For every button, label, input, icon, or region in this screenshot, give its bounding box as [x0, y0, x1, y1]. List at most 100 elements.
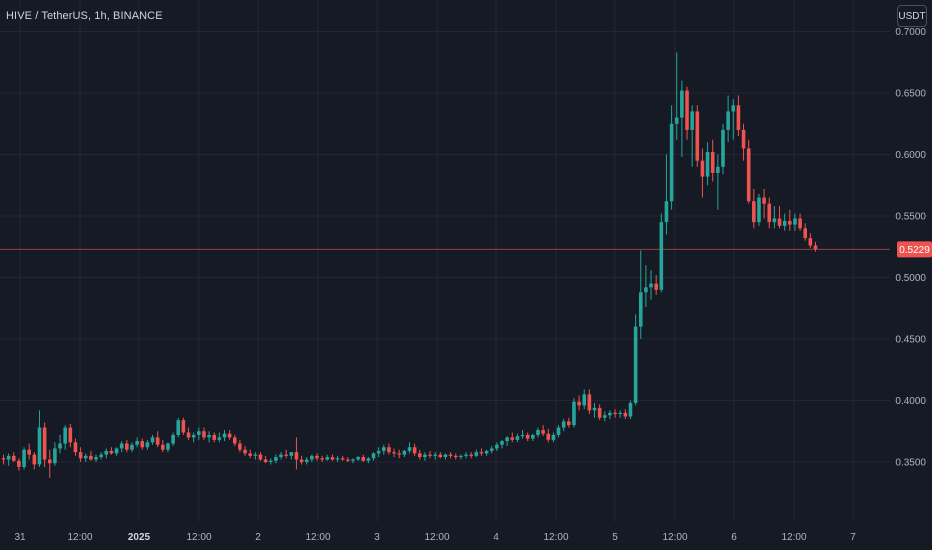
candle: [500, 439, 504, 449]
candle: [376, 447, 381, 458]
candle-body: [541, 430, 545, 434]
candle: [613, 409, 617, 418]
candle-body: [680, 90, 684, 118]
candle-body: [808, 238, 813, 246]
candle-body: [638, 292, 643, 327]
price-tick-label: 0.6500: [895, 89, 926, 100]
candle: [592, 402, 597, 418]
candle-body: [222, 433, 227, 438]
candle-body: [459, 455, 463, 458]
candle: [361, 454, 366, 462]
candle: [515, 433, 520, 443]
candle-body: [232, 437, 237, 444]
candle-body: [705, 152, 710, 177]
candle-body: [361, 457, 366, 461]
candle: [788, 209, 792, 231]
candle: [99, 452, 103, 460]
candle-body: [11, 455, 16, 461]
candle-body: [412, 447, 417, 454]
time-tick-label: 12:00: [424, 532, 449, 543]
candle-body: [582, 394, 587, 406]
candle-body: [284, 454, 288, 456]
candle: [356, 455, 360, 461]
candle: [746, 139, 751, 204]
candle-body: [186, 432, 191, 438]
candle-body: [397, 453, 402, 455]
candle-body: [618, 412, 623, 415]
time-axis[interactable]: 31 12:00 2025 12:00 2 12:00 3 12:00 4 12:00 5 12:00…: [14, 532, 856, 543]
candle: [63, 425, 67, 450]
candle-body: [608, 412, 612, 416]
candle: [561, 418, 566, 432]
candle: [387, 443, 391, 455]
candle: [125, 439, 129, 453]
currency-button[interactable]: USDT: [897, 5, 927, 27]
candle-body: [268, 460, 273, 462]
candle: [1, 454, 6, 465]
candle-body: [58, 443, 62, 449]
candle-body: [53, 448, 57, 464]
candle-body: [443, 454, 448, 458]
candle-body: [736, 105, 741, 130]
candle: [150, 434, 155, 445]
candle: [53, 442, 57, 466]
candle: [736, 95, 741, 137]
candle-body: [274, 457, 278, 461]
candle-body: [6, 455, 11, 460]
candle-body: [140, 441, 145, 448]
candle: [104, 448, 109, 459]
time-tick-label: 2025: [128, 532, 151, 543]
candle: [654, 275, 658, 295]
candle-body: [644, 287, 648, 293]
candle-body: [340, 458, 345, 460]
candle: [510, 432, 515, 443]
candle: [94, 454, 98, 462]
grid: [0, 0, 890, 522]
candle-body: [438, 454, 443, 458]
candle: [520, 430, 525, 439]
price-axis[interactable]: 0.7000 0.6500 0.6000 0.5500 0.5000 0.4500 0.40…: [895, 27, 926, 469]
price-tick-label: 0.5500: [895, 212, 926, 223]
price-tick-label: 0.4000: [895, 396, 926, 407]
time-tick-label: 3: [374, 532, 380, 543]
candle: [680, 80, 684, 157]
candle-body: [196, 431, 201, 435]
candle: [140, 438, 145, 450]
candle: [340, 455, 345, 461]
last-price-label-layer: 0.5229: [897, 241, 932, 258]
time-tick-label: 31: [14, 532, 26, 543]
candle: [27, 443, 31, 460]
candle: [433, 452, 437, 460]
candle-body: [479, 452, 484, 454]
candle: [11, 452, 16, 462]
candle-body: [351, 459, 355, 461]
candle: [443, 453, 448, 460]
candle: [382, 444, 386, 455]
candle-body: [407, 447, 412, 451]
candle: [238, 439, 242, 453]
candle-body: [520, 434, 525, 437]
candle-body: [382, 447, 386, 451]
candle: [412, 443, 417, 456]
candle: [145, 439, 150, 450]
candle-body: [304, 459, 309, 462]
candle: [78, 447, 83, 462]
candle: [181, 417, 186, 435]
candle-body: [32, 454, 37, 465]
time-tick-label: 7: [850, 532, 856, 543]
candle-body: [623, 412, 628, 417]
candle-body: [119, 443, 124, 449]
candle: [325, 454, 330, 461]
candle-body: [628, 402, 633, 417]
candle: [567, 417, 571, 428]
candle-body: [114, 448, 119, 454]
candle-body: [191, 434, 196, 438]
candle: [402, 449, 407, 458]
candle: [618, 410, 623, 418]
candle-body: [83, 455, 88, 459]
symbol-title[interactable]: HIVE / TetherUS, 1h, BINANCE: [6, 10, 163, 22]
candle-body: [94, 457, 98, 460]
candle: [227, 430, 232, 440]
